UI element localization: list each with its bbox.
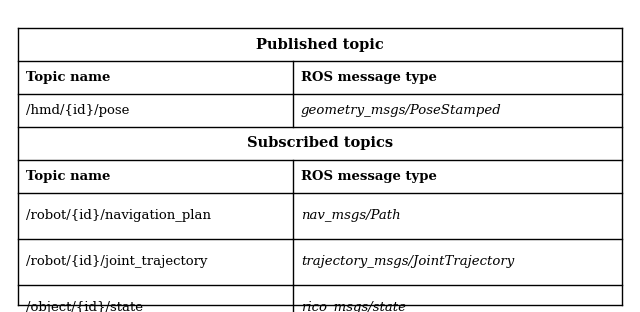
Text: /robot/{id}/joint_trajectory: /robot/{id}/joint_trajectory bbox=[26, 256, 207, 269]
Text: /hmd/{id}/pose: /hmd/{id}/pose bbox=[26, 104, 129, 117]
Text: Published topic: Published topic bbox=[256, 37, 384, 51]
Text: ROS message type: ROS message type bbox=[301, 71, 436, 84]
Text: trajectory_msgs/JointTrajectory: trajectory_msgs/JointTrajectory bbox=[301, 256, 514, 269]
Text: Topic name: Topic name bbox=[26, 71, 110, 84]
Text: Topic name: Topic name bbox=[26, 170, 110, 183]
Text: rico_msgs/state: rico_msgs/state bbox=[301, 301, 406, 312]
Text: /object/{id}/state: /object/{id}/state bbox=[26, 301, 143, 312]
Text: nav_msgs/Path: nav_msgs/Path bbox=[301, 209, 401, 222]
Text: /robot/{id}/navigation_plan: /robot/{id}/navigation_plan bbox=[26, 209, 211, 222]
Text: ROS message type: ROS message type bbox=[301, 170, 436, 183]
Text: geometry_msgs/PoseStamped: geometry_msgs/PoseStamped bbox=[301, 104, 502, 117]
Text: Subscribed topics: Subscribed topics bbox=[247, 137, 393, 150]
